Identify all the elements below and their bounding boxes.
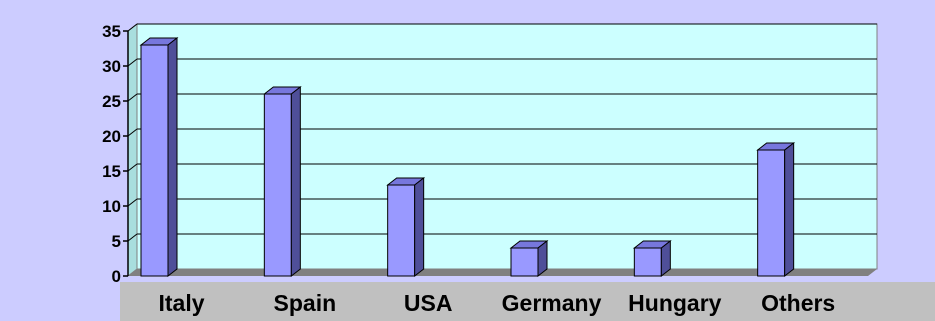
plot-floor bbox=[128, 269, 877, 276]
gridline-side bbox=[127, 233, 138, 242]
y-tick-label: 15 bbox=[102, 162, 121, 181]
y-tick-label: 10 bbox=[102, 197, 121, 216]
bar-front bbox=[510, 247, 539, 277]
gridline-side bbox=[127, 128, 138, 137]
y-tick-label: 20 bbox=[102, 127, 121, 146]
gridlines bbox=[127, 23, 877, 242]
bar-side bbox=[414, 176, 425, 278]
bar-front bbox=[263, 93, 292, 277]
bar bbox=[386, 176, 426, 278]
gridline-side bbox=[127, 23, 138, 32]
bar bbox=[262, 85, 302, 278]
gridline-side bbox=[127, 58, 138, 67]
x-axis-labels: Italy Spain USA Germany Hungary Others bbox=[158, 290, 835, 316]
x-tick-label: Hungary bbox=[628, 290, 722, 316]
y-tick-label: 30 bbox=[102, 57, 121, 76]
bars bbox=[139, 36, 796, 278]
bar bbox=[756, 141, 796, 278]
y-tick-label: 5 bbox=[112, 232, 121, 251]
y-tick-label: 25 bbox=[102, 92, 121, 111]
gridline-side bbox=[127, 198, 138, 207]
bar-side bbox=[660, 239, 671, 278]
bar-side bbox=[290, 85, 301, 278]
category-label-band bbox=[120, 282, 935, 321]
x-tick-label: USA bbox=[404, 290, 453, 316]
x-tick-label: Others bbox=[761, 290, 835, 316]
x-tick-label: Germany bbox=[502, 290, 602, 316]
bar-front bbox=[387, 184, 416, 277]
bar-front bbox=[140, 44, 169, 277]
bar-side bbox=[167, 36, 178, 278]
bar bbox=[509, 239, 549, 278]
bar bbox=[139, 36, 179, 278]
bar bbox=[632, 239, 672, 278]
bar-front bbox=[757, 149, 786, 277]
x-tick-label: Italy bbox=[158, 290, 204, 316]
gridline-side bbox=[127, 93, 138, 102]
bar-side bbox=[784, 141, 795, 278]
y-tick-label: 35 bbox=[102, 22, 121, 41]
gridline-side bbox=[127, 163, 138, 172]
y-axis: 0 5 10 15 20 25 30 35 bbox=[102, 22, 129, 286]
bar-side bbox=[537, 239, 548, 278]
y-tick-label: 0 bbox=[112, 267, 121, 286]
bar-front bbox=[633, 247, 662, 277]
x-tick-label: Spain bbox=[274, 290, 337, 316]
plot-side-wall bbox=[127, 22, 138, 278]
